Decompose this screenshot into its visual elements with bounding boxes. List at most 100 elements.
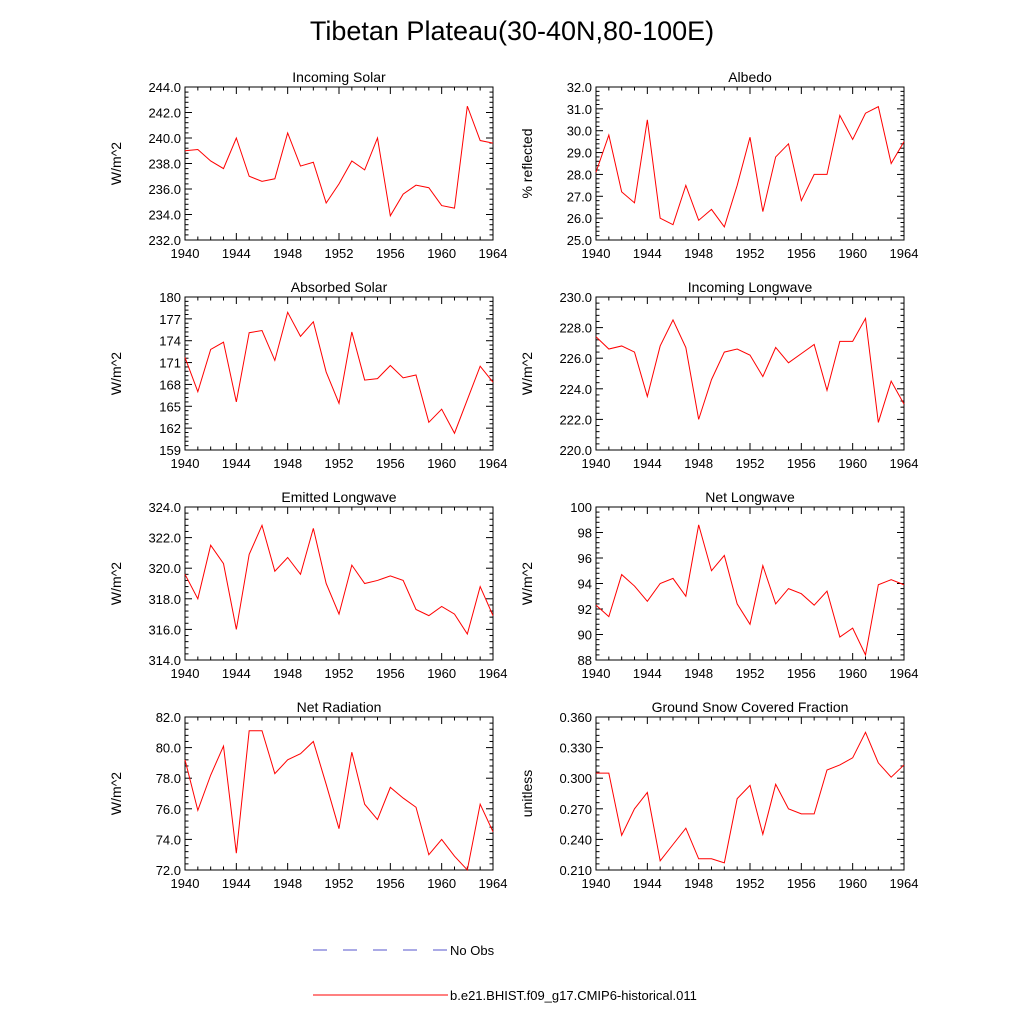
y-tick-label: 168 [159, 377, 181, 392]
y-tick-label: 94 [578, 577, 592, 592]
panel-6: Net Longwave W/m^2 1940 1944 1948 1952 1956 196… [519, 489, 918, 681]
y-tick-label: 27.0 [567, 189, 592, 204]
x-tick-label: 1956 [376, 456, 405, 471]
panel-title: Ground Snow Covered Fraction [652, 699, 849, 715]
x-tick-label: 1960 [427, 456, 456, 471]
x-tick-label: 1960 [838, 246, 867, 261]
x-tick-label: 1960 [838, 666, 867, 681]
x-tick-label: 1952 [736, 666, 765, 681]
plot-frame [184, 716, 494, 871]
x-tick-label: 1964 [890, 876, 919, 891]
x-tick-label: 1944 [633, 456, 662, 471]
panel-4: Incoming Longwave W/m^2 1940 1944 1948 1952 19… [519, 279, 918, 471]
x-tick-label: 1940 [171, 876, 200, 891]
x-tick-label: 1940 [582, 456, 611, 471]
y-tick-label: 242.0 [148, 106, 181, 121]
panel-title: Incoming Solar [292, 69, 386, 85]
x-tick-label: 1964 [890, 666, 919, 681]
y-tick-label: 30.0 [567, 124, 592, 139]
y-tick-label: 171 [159, 356, 181, 371]
y-tick-label: 82.0 [156, 710, 181, 725]
y-tick-label: 92 [578, 602, 592, 617]
y-tick-label: 88 [578, 653, 592, 668]
x-tick-label: 1964 [479, 666, 508, 681]
panel-1: Incoming Solar W/m^2 1940 1944 1948 1952 1956 1… [108, 69, 507, 261]
y-axis-label: unitless [519, 770, 535, 817]
x-tick-label: 1940 [582, 876, 611, 891]
series-line [595, 316, 905, 423]
y-tick-label: 228.0 [559, 321, 592, 336]
panel-8: Ground Snow Covered Fraction unitless 1940… [519, 699, 918, 891]
series-line [596, 731, 905, 864]
y-tick-label: 177 [159, 312, 181, 327]
x-tick-label: 1948 [684, 876, 713, 891]
series-line [184, 730, 494, 872]
x-tick-label: 1944 [633, 876, 662, 891]
y-tick-label: 96 [578, 551, 592, 566]
y-tick-label: 0.300 [559, 771, 592, 786]
y-tick-label: 98 [578, 526, 592, 541]
y-tick-label: 74.0 [156, 832, 181, 847]
x-tick-label: 1960 [838, 456, 867, 471]
y-tick-label: 324.0 [148, 500, 181, 515]
y-tick-label: 234.0 [148, 208, 181, 223]
plot-frame [595, 296, 905, 451]
x-tick-label: 1964 [479, 456, 508, 471]
x-tick-label: 1940 [582, 666, 611, 681]
series-line [184, 310, 494, 435]
x-tick-label: 1944 [633, 666, 662, 681]
y-axis-label: W/m^2 [108, 142, 124, 185]
y-axis-label: W/m^2 [519, 352, 535, 395]
y-tick-label: 240.0 [148, 131, 181, 146]
y-tick-label: 226.0 [559, 351, 592, 366]
panel-title: Albedo [728, 69, 772, 85]
panel-title: Absorbed Solar [291, 279, 388, 295]
x-tick-label: 1956 [787, 456, 816, 471]
x-tick-label: 1960 [427, 876, 456, 891]
x-tick-label: 1948 [273, 456, 302, 471]
x-tick-label: 1948 [273, 246, 302, 261]
x-tick-label: 1944 [222, 876, 251, 891]
x-tick-label: 1948 [273, 666, 302, 681]
x-tick-label: 1944 [222, 246, 251, 261]
x-tick-label: 1964 [890, 246, 919, 261]
x-tick-label: 1964 [479, 246, 508, 261]
y-tick-label: 159 [159, 443, 181, 458]
y-tick-label: 0.210 [559, 863, 592, 878]
y-tick-label: 320.0 [148, 561, 181, 576]
y-tick-label: 222.0 [559, 412, 592, 427]
y-tick-label: 25.0 [567, 233, 592, 248]
x-tick-label: 1944 [222, 456, 251, 471]
plot-frame [595, 506, 905, 661]
plot-frame [184, 296, 494, 451]
x-tick-label: 1948 [684, 246, 713, 261]
x-tick-label: 1960 [838, 876, 867, 891]
x-tick-label: 1956 [787, 666, 816, 681]
series-line [184, 523, 494, 636]
y-tick-label: 28.0 [567, 167, 592, 182]
x-tick-label: 1948 [684, 456, 713, 471]
x-tick-label: 1952 [325, 876, 354, 891]
y-tick-label: 162 [159, 421, 181, 436]
y-tick-label: 76.0 [156, 802, 181, 817]
series-line [595, 105, 905, 228]
y-tick-label: 316.0 [148, 622, 181, 637]
y-axis-label: W/m^2 [108, 352, 124, 395]
x-tick-label: 1944 [633, 246, 662, 261]
x-tick-label: 1940 [582, 246, 611, 261]
legend-label-no-obs: No Obs [450, 943, 495, 958]
y-tick-label: 220.0 [559, 443, 592, 458]
legend-label-model: b.e21.BHIST.f09_g17.CMIP6-historical.011 [450, 988, 697, 1003]
y-tick-label: 0.240 [559, 832, 592, 847]
series-line [184, 105, 494, 218]
y-tick-label: 230.0 [559, 290, 592, 305]
x-tick-label: 1948 [684, 666, 713, 681]
panel-title: Net Longwave [705, 489, 795, 505]
x-tick-label: 1952 [325, 666, 354, 681]
y-tick-label: 0.270 [559, 802, 592, 817]
panel-5: Emitted Longwave W/m^2 1940 1944 1948 1952 195… [108, 489, 507, 681]
y-tick-label: 0.330 [559, 741, 592, 756]
panels: Incoming Solar W/m^2 1940 1944 1948 1952 1956 1… [108, 69, 918, 891]
panel-3: Absorbed Solar W/m^2 1940 1944 1948 1952 1956 1… [108, 279, 507, 471]
